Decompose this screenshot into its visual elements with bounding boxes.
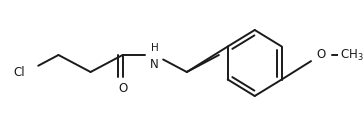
- Text: O: O: [118, 82, 127, 95]
- Text: N: N: [150, 58, 159, 71]
- Text: H
N: H N: [150, 41, 159, 69]
- Text: H: H: [151, 43, 159, 53]
- Text: CH$_3$: CH$_3$: [340, 47, 363, 63]
- Text: Cl: Cl: [13, 66, 24, 79]
- Text: O: O: [316, 48, 325, 62]
